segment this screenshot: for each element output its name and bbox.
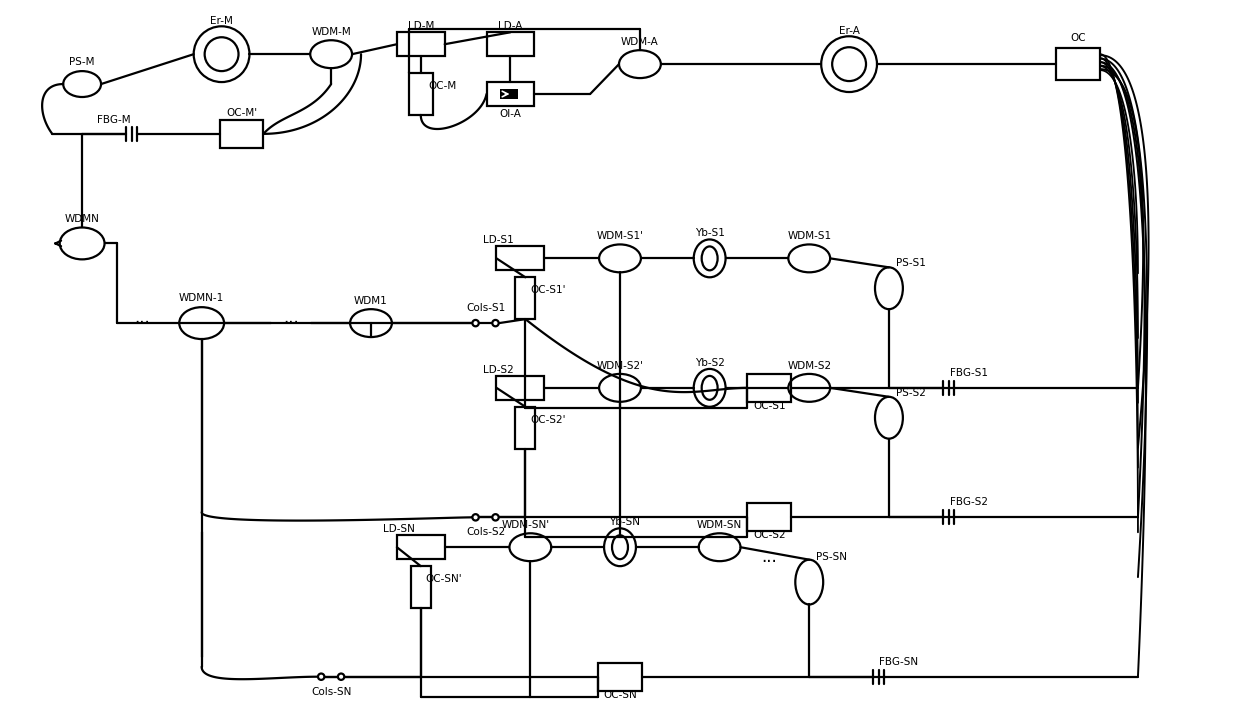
Text: WDM-S1: WDM-S1 <box>787 231 831 241</box>
Text: WDMN: WDMN <box>64 214 99 224</box>
Circle shape <box>492 514 498 520</box>
Text: FBG-SN: FBG-SN <box>879 657 919 666</box>
Text: PS-M: PS-M <box>69 57 95 67</box>
Bar <box>409 73 433 115</box>
Text: WDM-M: WDM-M <box>311 27 351 37</box>
Circle shape <box>472 514 479 520</box>
Text: OC-S1: OC-S1 <box>753 401 786 411</box>
Text: PS-S1: PS-S1 <box>897 258 926 269</box>
Text: WDM-SN': WDM-SN' <box>501 520 549 530</box>
Text: OC-M': OC-M' <box>226 108 257 118</box>
Bar <box>410 566 430 608</box>
Text: FBG-S2: FBG-S2 <box>950 498 987 508</box>
Text: WDM1: WDM1 <box>355 296 388 307</box>
Circle shape <box>492 320 498 326</box>
Bar <box>397 535 445 559</box>
Bar <box>486 32 534 56</box>
Bar <box>496 247 544 271</box>
Bar <box>516 407 536 449</box>
Bar <box>1056 49 1100 80</box>
Text: WDM-S2: WDM-S2 <box>787 361 831 371</box>
Text: LD-M: LD-M <box>408 21 434 32</box>
Text: OC-SN': OC-SN' <box>425 574 463 584</box>
Text: Er-M: Er-M <box>210 16 233 26</box>
Text: OC-S2': OC-S2' <box>531 415 565 425</box>
Text: FBG-M: FBG-M <box>97 115 130 125</box>
Text: Yb-S2: Yb-S2 <box>694 358 724 368</box>
Text: ···: ··· <box>284 314 299 332</box>
Bar <box>748 374 791 402</box>
Text: OC-S2: OC-S2 <box>753 530 786 541</box>
Text: OC-SN: OC-SN <box>603 690 637 699</box>
Bar <box>397 32 445 56</box>
Text: LD-A: LD-A <box>498 21 522 32</box>
Text: PS-S2: PS-S2 <box>897 388 926 398</box>
Text: ···: ··· <box>761 553 777 571</box>
Text: LD-SN: LD-SN <box>383 524 415 534</box>
Text: OC: OC <box>1070 33 1086 44</box>
Bar <box>501 89 518 100</box>
Bar <box>516 277 536 319</box>
Text: WDM-SN: WDM-SN <box>697 520 743 530</box>
Circle shape <box>339 673 345 680</box>
Text: WDM-S1': WDM-S1' <box>596 231 644 241</box>
Text: ···: ··· <box>134 314 150 332</box>
Text: Yb-SN: Yb-SN <box>610 517 641 527</box>
Bar <box>496 376 544 400</box>
Bar <box>219 120 263 148</box>
Text: LD-S2: LD-S2 <box>484 365 513 375</box>
Text: Cols-S2: Cols-S2 <box>466 527 505 537</box>
Bar <box>486 82 534 106</box>
Circle shape <box>317 673 325 680</box>
Bar <box>748 503 791 531</box>
Text: OI-A: OI-A <box>500 109 521 119</box>
Text: WDM-S2': WDM-S2' <box>596 361 644 371</box>
Text: OC-S1': OC-S1' <box>531 285 565 295</box>
Text: Yb-S1: Yb-S1 <box>694 228 724 238</box>
Text: LD-S1: LD-S1 <box>484 236 513 245</box>
Bar <box>598 663 642 690</box>
Circle shape <box>472 320 479 326</box>
Text: WDMN-1: WDMN-1 <box>179 293 224 303</box>
Text: OC-M: OC-M <box>429 81 456 91</box>
Text: Cols-SN: Cols-SN <box>311 687 351 697</box>
Text: FBG-S1: FBG-S1 <box>950 368 987 378</box>
Text: PS-SN: PS-SN <box>816 552 847 562</box>
Text: Er-A: Er-A <box>838 26 859 37</box>
Text: WDM-A: WDM-A <box>621 37 658 47</box>
Text: Cols-S1: Cols-S1 <box>466 303 505 313</box>
